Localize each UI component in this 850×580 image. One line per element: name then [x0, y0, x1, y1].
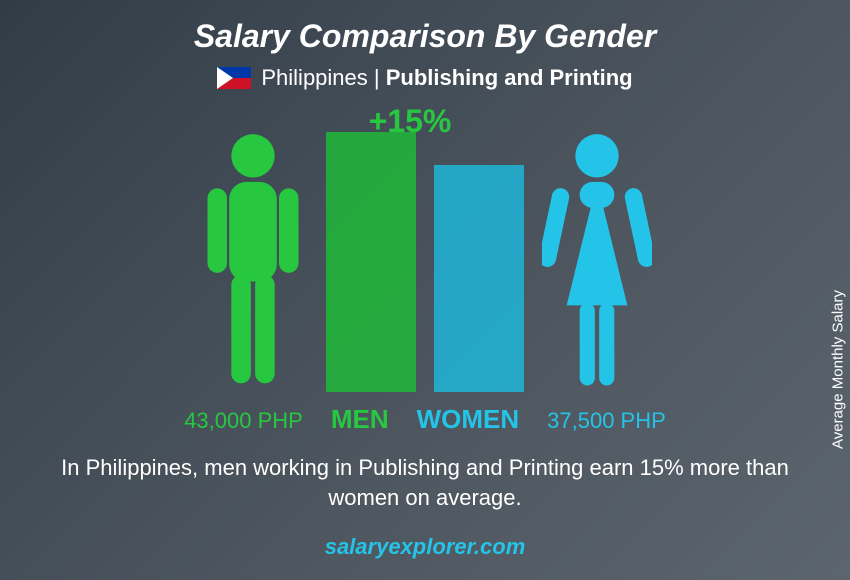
- subtitle: Philippines | Publishing and Printing: [261, 65, 632, 91]
- separator: |: [368, 65, 386, 90]
- industry-name: Publishing and Printing: [386, 65, 633, 90]
- source-url: salaryexplorer.com: [325, 534, 526, 560]
- women-salary-value: 37,500 PHP: [547, 408, 666, 434]
- chart-area: [198, 132, 652, 392]
- women-label: WOMEN: [417, 404, 520, 435]
- y-axis-label: Average Monthly Salary: [830, 290, 847, 449]
- male-figure-icon: [198, 132, 308, 392]
- country-name: Philippines: [261, 65, 367, 90]
- main-title: Salary Comparison By Gender: [194, 18, 656, 55]
- men-salary-value: 43,000 PHP: [184, 408, 303, 434]
- labels-row: 43,000 PHP MEN WOMEN 37,500 PHP: [184, 404, 666, 435]
- women-salary-bar: [434, 165, 524, 392]
- philippines-flag-icon: [217, 67, 251, 89]
- summary-text: In Philippines, men working in Publishin…: [45, 453, 805, 512]
- subtitle-row: Philippines | Publishing and Printing: [217, 65, 632, 91]
- infographic-container: Salary Comparison By Gender Philippines …: [0, 0, 850, 580]
- men-salary-bar: [326, 132, 416, 392]
- men-label: MEN: [331, 404, 389, 435]
- female-figure-icon: [542, 132, 652, 392]
